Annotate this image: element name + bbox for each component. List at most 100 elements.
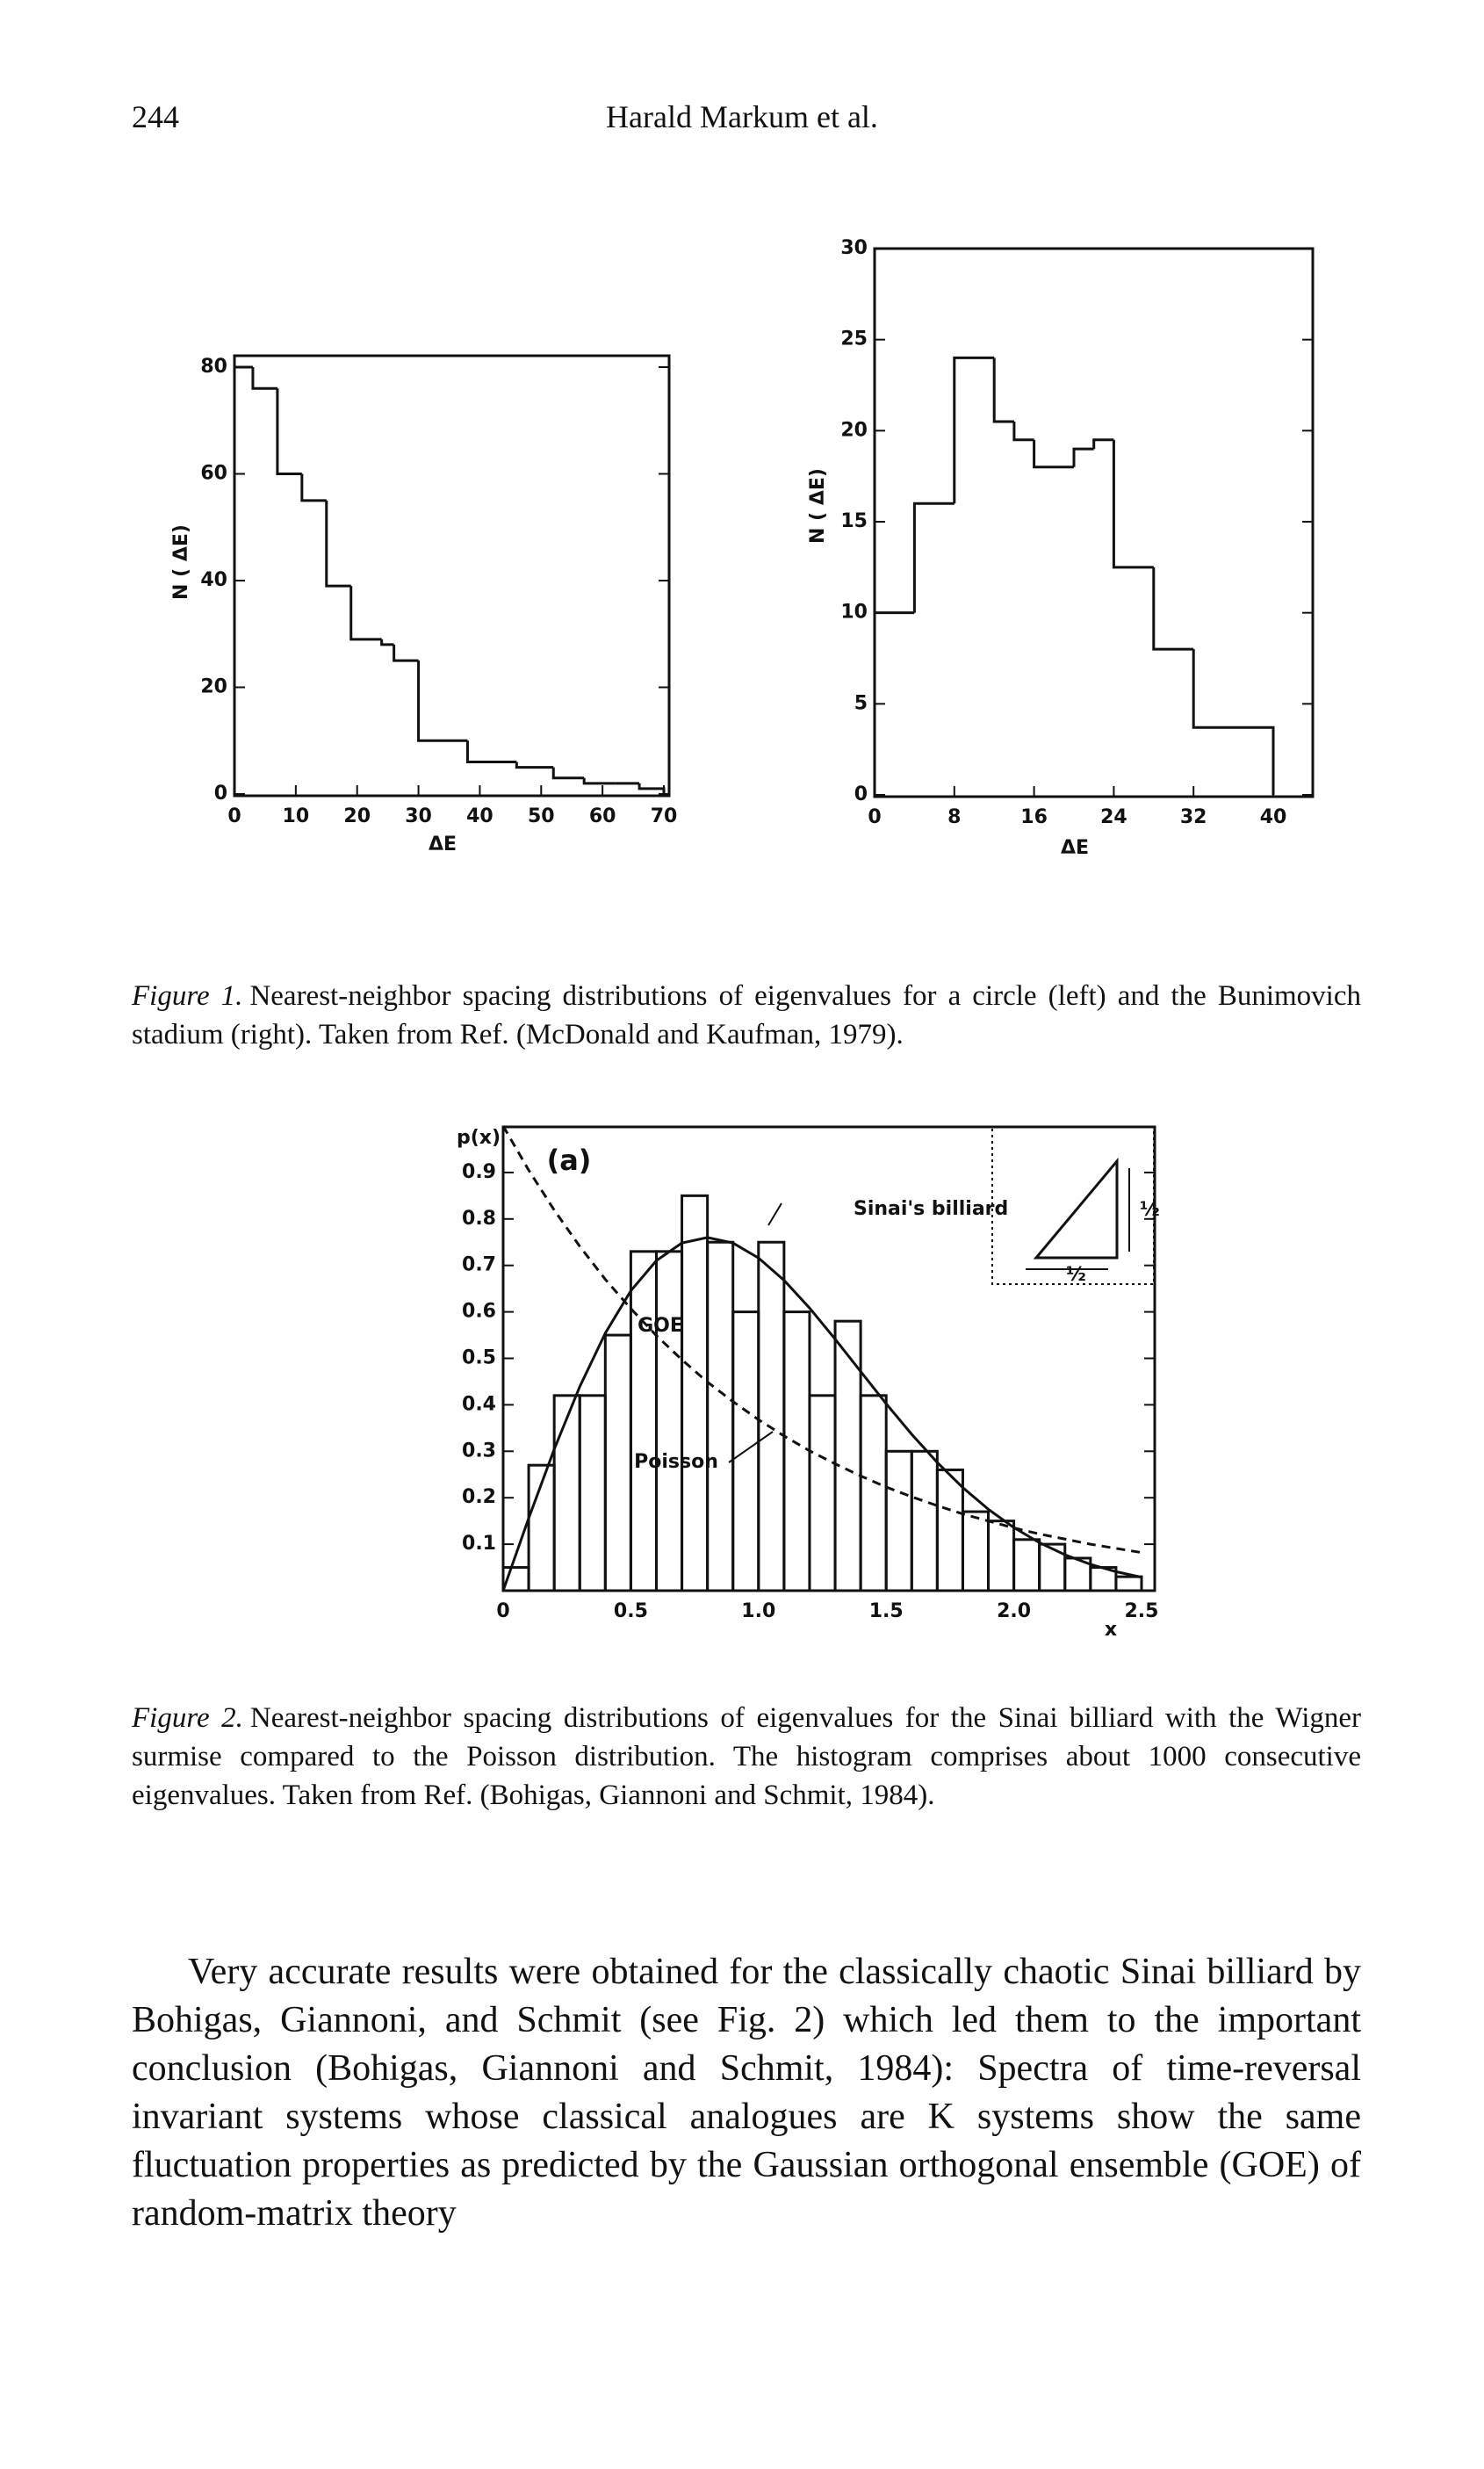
y-tick-label: 0.8 bbox=[462, 1208, 496, 1230]
histogram-bar bbox=[629, 1250, 658, 1592]
caption-text: Nearest-neighbor spacing distributions o… bbox=[132, 1702, 1361, 1811]
histogram-step bbox=[953, 356, 995, 504]
histogram-step bbox=[551, 767, 585, 780]
histogram-step bbox=[325, 500, 351, 588]
caption-label: Figure 2. bbox=[132, 1702, 243, 1734]
x-tick-label: 40 bbox=[466, 805, 493, 827]
x-tick-label: 1.5 bbox=[869, 1600, 904, 1622]
y-tick-label: 25 bbox=[840, 328, 868, 350]
y-tick-label: 0 bbox=[214, 783, 227, 805]
y-tick-label: 80 bbox=[200, 356, 227, 378]
histogram-step bbox=[1033, 439, 1074, 469]
x-tick-label: 0 bbox=[868, 806, 881, 828]
histogram-step bbox=[1152, 567, 1194, 651]
x-tick-label: 30 bbox=[405, 805, 432, 827]
x-tick-label: 0.5 bbox=[614, 1600, 648, 1622]
histogram-bar bbox=[757, 1240, 786, 1592]
body-paragraph: Very accurate results were obtained for … bbox=[132, 1952, 1361, 2234]
histogram-step bbox=[912, 502, 955, 613]
histogram-bar bbox=[833, 1319, 862, 1592]
y-tick-label: 5 bbox=[854, 692, 868, 714]
histogram-bar bbox=[603, 1333, 632, 1592]
x-tick-label: 10 bbox=[283, 805, 310, 827]
y-tick-label: 0.5 bbox=[462, 1347, 496, 1369]
histogram-step bbox=[417, 661, 468, 742]
y-tick-label: 0 bbox=[854, 783, 868, 805]
x-tick-label: 8 bbox=[947, 806, 961, 828]
x-tick-label: 60 bbox=[589, 805, 616, 827]
x-tick-label: 0 bbox=[227, 805, 241, 827]
plot-frame bbox=[501, 1125, 1156, 1592]
caption: Figure 1. Nearest-neighbor spacing distri… bbox=[132, 977, 1361, 1054]
curve-label: GOE bbox=[638, 1315, 683, 1337]
caption: Figure 2. Nearest-neighbor spacing distri… bbox=[132, 1699, 1361, 1815]
caption-label: Figure 1. bbox=[132, 980, 243, 1012]
y-tick-label: 0.3 bbox=[462, 1440, 496, 1462]
histogram-bar bbox=[782, 1310, 811, 1592]
y-tick-label: 0.4 bbox=[462, 1393, 496, 1415]
inset-triangle bbox=[1033, 1157, 1119, 1260]
y-axis-label: N ( ΔE) bbox=[170, 524, 192, 600]
histogram-step bbox=[1092, 438, 1114, 450]
histogram-step bbox=[251, 367, 277, 390]
y-tick-label: 40 bbox=[200, 569, 227, 591]
caption-text: Nearest-neighbor spacing distributions o… bbox=[132, 980, 1361, 1050]
histogram-bar bbox=[1114, 1575, 1143, 1592]
histogram-step bbox=[1192, 649, 1275, 795]
histogram-bar bbox=[987, 1520, 1016, 1592]
histogram-bar bbox=[808, 1394, 837, 1592]
histogram-step bbox=[1072, 447, 1094, 467]
page-number: 244 bbox=[132, 99, 179, 134]
x-tick-label: 20 bbox=[343, 805, 371, 827]
histogram-step bbox=[380, 639, 394, 646]
y-tick-label: 0.2 bbox=[462, 1486, 496, 1508]
curve bbox=[501, 1125, 1142, 1555]
leader-line bbox=[728, 1431, 774, 1463]
histogram-bar bbox=[1038, 1542, 1067, 1592]
y-tick-label: 0.7 bbox=[462, 1254, 496, 1276]
histogram-bar bbox=[706, 1240, 735, 1592]
y-tick-label: 0.9 bbox=[462, 1161, 496, 1183]
histogram-step bbox=[393, 644, 419, 662]
x-tick-label: 50 bbox=[528, 805, 555, 827]
leader-line bbox=[767, 1202, 782, 1226]
histogram-bar bbox=[552, 1394, 581, 1592]
histogram-step bbox=[515, 762, 554, 769]
x-tick-label: 0 bbox=[496, 1600, 509, 1622]
histogram-step bbox=[1112, 439, 1154, 569]
histogram-bar bbox=[961, 1510, 991, 1592]
running-title: Harald Markum et al. bbox=[606, 99, 878, 134]
x-axis-label: ΔE bbox=[429, 834, 457, 855]
histogram-step bbox=[638, 783, 666, 794]
plot-frame bbox=[233, 354, 671, 798]
histogram-step bbox=[276, 388, 302, 475]
y-tick-label: 15 bbox=[840, 510, 868, 532]
histogram-bar bbox=[578, 1394, 607, 1592]
y-tick-label: 0.1 bbox=[462, 1533, 496, 1555]
y-axis-label: N ( ΔE) bbox=[807, 468, 829, 544]
x-tick-label: 2.0 bbox=[997, 1600, 1031, 1622]
y-tick-label: 30 bbox=[840, 237, 868, 259]
x-tick-label: 70 bbox=[651, 805, 678, 827]
histogram-step bbox=[233, 365, 253, 794]
histogram-step bbox=[300, 473, 327, 502]
plot-frame bbox=[873, 247, 1315, 798]
histogram-step bbox=[465, 740, 517, 764]
annotation: (a) bbox=[547, 1144, 592, 1177]
histogram-bar bbox=[681, 1194, 710, 1592]
histogram-step bbox=[1012, 421, 1034, 442]
inset-label: ½ bbox=[1066, 1264, 1086, 1286]
y-axis-label: p(x) bbox=[457, 1127, 501, 1149]
histogram-step bbox=[349, 586, 382, 641]
x-tick-label: 1.0 bbox=[741, 1600, 775, 1622]
curve bbox=[501, 1236, 1142, 1592]
x-tick-label: 32 bbox=[1180, 806, 1207, 828]
y-tick-label: 20 bbox=[200, 676, 227, 698]
histogram-bar bbox=[1012, 1538, 1041, 1592]
annotation: Sinai's billiard bbox=[854, 1198, 1008, 1220]
inset-label: ½ bbox=[1140, 1199, 1160, 1221]
y-tick-label: 20 bbox=[840, 419, 868, 441]
x-axis-label: x bbox=[1105, 1619, 1117, 1641]
